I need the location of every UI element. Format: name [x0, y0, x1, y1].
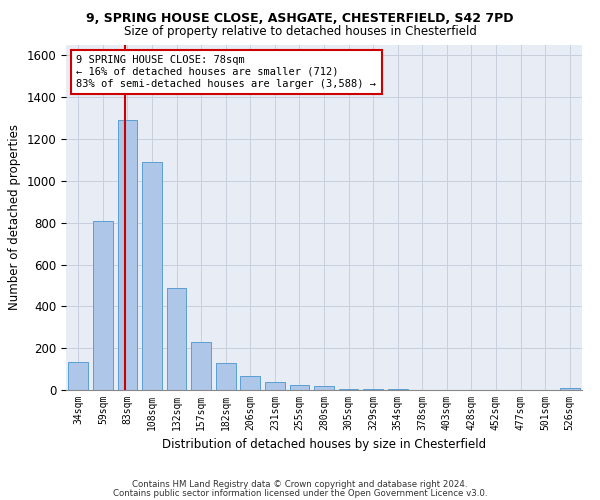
Bar — [241, 376, 260, 390]
Bar — [364, 389, 383, 390]
Bar — [314, 386, 334, 390]
Text: 9, SPRING HOUSE CLOSE, ASHGATE, CHESTERFIELD, S42 7PD: 9, SPRING HOUSE CLOSE, ASHGATE, CHESTERF… — [86, 12, 514, 26]
Bar — [560, 388, 580, 390]
Bar — [388, 389, 407, 390]
Text: 9 SPRING HOUSE CLOSE: 78sqm
← 16% of detached houses are smaller (712)
83% of se: 9 SPRING HOUSE CLOSE: 78sqm ← 16% of det… — [76, 56, 376, 88]
Bar — [191, 342, 211, 390]
Bar — [167, 288, 187, 390]
Text: Contains HM Land Registry data © Crown copyright and database right 2024.: Contains HM Land Registry data © Crown c… — [132, 480, 468, 489]
Y-axis label: Number of detached properties: Number of detached properties — [8, 124, 21, 310]
Bar — [339, 389, 358, 390]
Bar — [290, 385, 309, 390]
Text: Contains public sector information licensed under the Open Government Licence v3: Contains public sector information licen… — [113, 488, 487, 498]
Bar — [142, 162, 162, 390]
X-axis label: Distribution of detached houses by size in Chesterfield: Distribution of detached houses by size … — [162, 438, 486, 452]
Bar — [216, 363, 236, 390]
Text: Size of property relative to detached houses in Chesterfield: Size of property relative to detached ho… — [124, 25, 476, 38]
Bar — [265, 382, 284, 390]
Bar — [118, 120, 137, 390]
Bar — [93, 220, 113, 390]
Bar — [68, 362, 88, 390]
